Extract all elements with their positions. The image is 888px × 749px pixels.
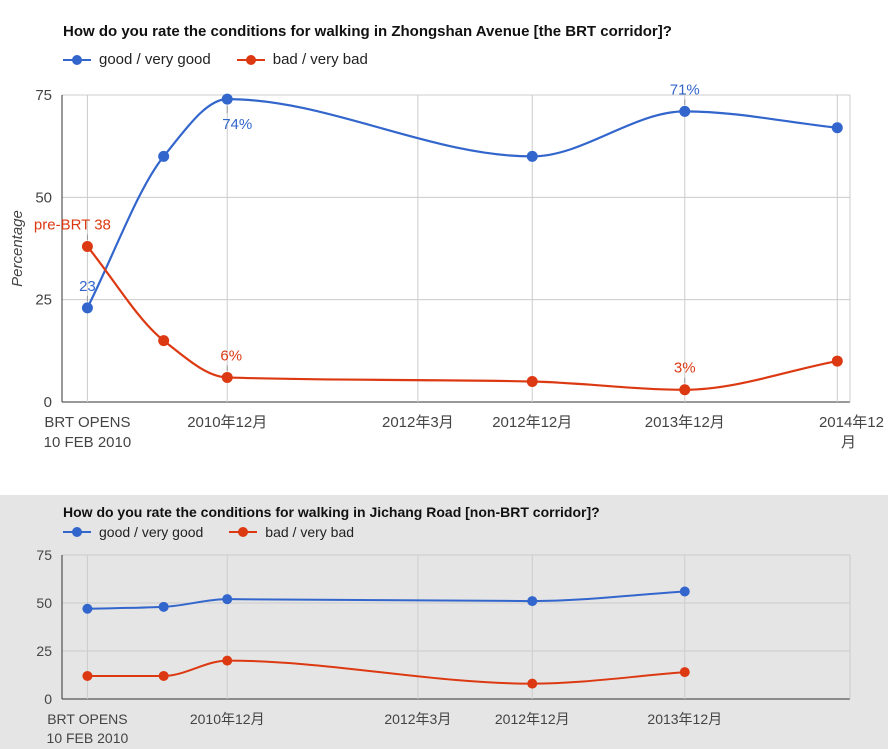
data-point[interactable] (527, 678, 538, 689)
legend-label: bad / very bad (265, 524, 355, 540)
y-tick-label: 0 (44, 691, 52, 707)
x-tick-label: BRT OPENS 10 FEB 2010 (47, 711, 129, 746)
chart-title: How do you rate the conditions for walki… (63, 504, 600, 520)
annotation-label: pre-BRT 38 (34, 216, 111, 233)
data-point[interactable] (831, 122, 843, 134)
series-line-bad (87, 659, 685, 685)
legend-item-good[interactable]: good / very good (63, 51, 211, 68)
x-tick-label: 2010年12月 (187, 414, 267, 431)
legend-item-bad[interactable]: bad / very bad (229, 524, 354, 540)
x-tick-label: 2012年3月 (384, 711, 451, 727)
y-tick-label: 25 (36, 643, 52, 659)
data-point[interactable] (221, 93, 233, 105)
data-point[interactable] (81, 302, 93, 314)
x-tick-label: 2013年12月 (645, 414, 725, 431)
chart-title: How do you rate the conditions for walki… (63, 23, 672, 40)
y-axis-title: Percentage (9, 210, 26, 287)
annotation-label: 71% (670, 81, 700, 98)
y-tick-label: 0 (44, 394, 52, 411)
chart-jichang: How do you rate the conditions for walki… (0, 495, 888, 749)
legend-swatch-red (229, 526, 258, 538)
annotation-label: 23 (79, 278, 96, 295)
data-point[interactable] (158, 150, 170, 162)
data-point[interactable] (158, 670, 169, 681)
y-tick-label: 25 (35, 292, 52, 309)
data-point[interactable] (222, 594, 233, 605)
x-tick-label: BRT OPENS 10 FEB 2010 (44, 414, 132, 451)
series-line-good (86, 97, 838, 309)
data-point[interactable] (221, 371, 233, 383)
legend-label: good / very good (99, 51, 211, 68)
data-point[interactable] (679, 667, 690, 678)
legend-item-bad[interactable]: bad / very bad (236, 51, 368, 68)
legend-swatch-blue (63, 54, 91, 66)
series-line-bad (86, 245, 838, 391)
legend[interactable]: good / very good bad / very bad (63, 51, 394, 68)
data-point[interactable] (679, 105, 691, 117)
x-tick-label: 2014年12 月 (819, 414, 884, 451)
y-tick-label: 75 (36, 547, 52, 563)
annotation-label: 6% (220, 347, 242, 364)
legend-swatch-red (236, 54, 265, 66)
x-tick-label: 2012年12月 (492, 414, 572, 431)
data-point[interactable] (222, 655, 233, 666)
line-chart-zhongshan: 0 25 50 75 BRT OPENS 10 FEB 2010 2010年12月 2012年… (9, 81, 884, 451)
series-line-good (87, 590, 685, 610)
data-point[interactable] (158, 335, 170, 347)
x-tick-label: 2010年12月 (190, 711, 265, 727)
x-tick-label: 2012年3月 (382, 414, 454, 431)
y-tick-label: 50 (35, 189, 52, 206)
data-point[interactable] (831, 355, 843, 367)
data-point[interactable] (526, 150, 538, 162)
data-point[interactable] (158, 601, 169, 612)
legend[interactable]: good / very good bad / very bad (63, 524, 380, 540)
legend-swatch-blue (63, 526, 91, 538)
legend-label: bad / very bad (272, 51, 368, 68)
line-chart-jichang: 0 25 50 75 BRT OPENS 10 FEB 2010 2010年12月 2012年… (36, 547, 851, 746)
data-point[interactable] (679, 384, 691, 396)
data-point[interactable] (526, 376, 538, 388)
x-tick-label: 2012年12月 (495, 711, 570, 727)
data-point[interactable] (679, 586, 690, 597)
y-tick-label: 75 (35, 87, 52, 104)
chart-zhongshan: How do you rate the conditions for walki… (9, 23, 884, 451)
legend-label: good / very good (99, 524, 204, 540)
x-tick-label: 2013年12月 (647, 711, 722, 727)
legend-item-good[interactable]: good / very good (63, 524, 203, 540)
y-tick-label: 50 (36, 595, 52, 611)
annotation-label: 74% (222, 116, 252, 133)
data-point[interactable] (82, 603, 93, 614)
annotation-label: 3% (674, 360, 696, 377)
data-point[interactable] (82, 670, 93, 681)
data-point[interactable] (81, 240, 93, 252)
data-point[interactable] (527, 596, 538, 607)
